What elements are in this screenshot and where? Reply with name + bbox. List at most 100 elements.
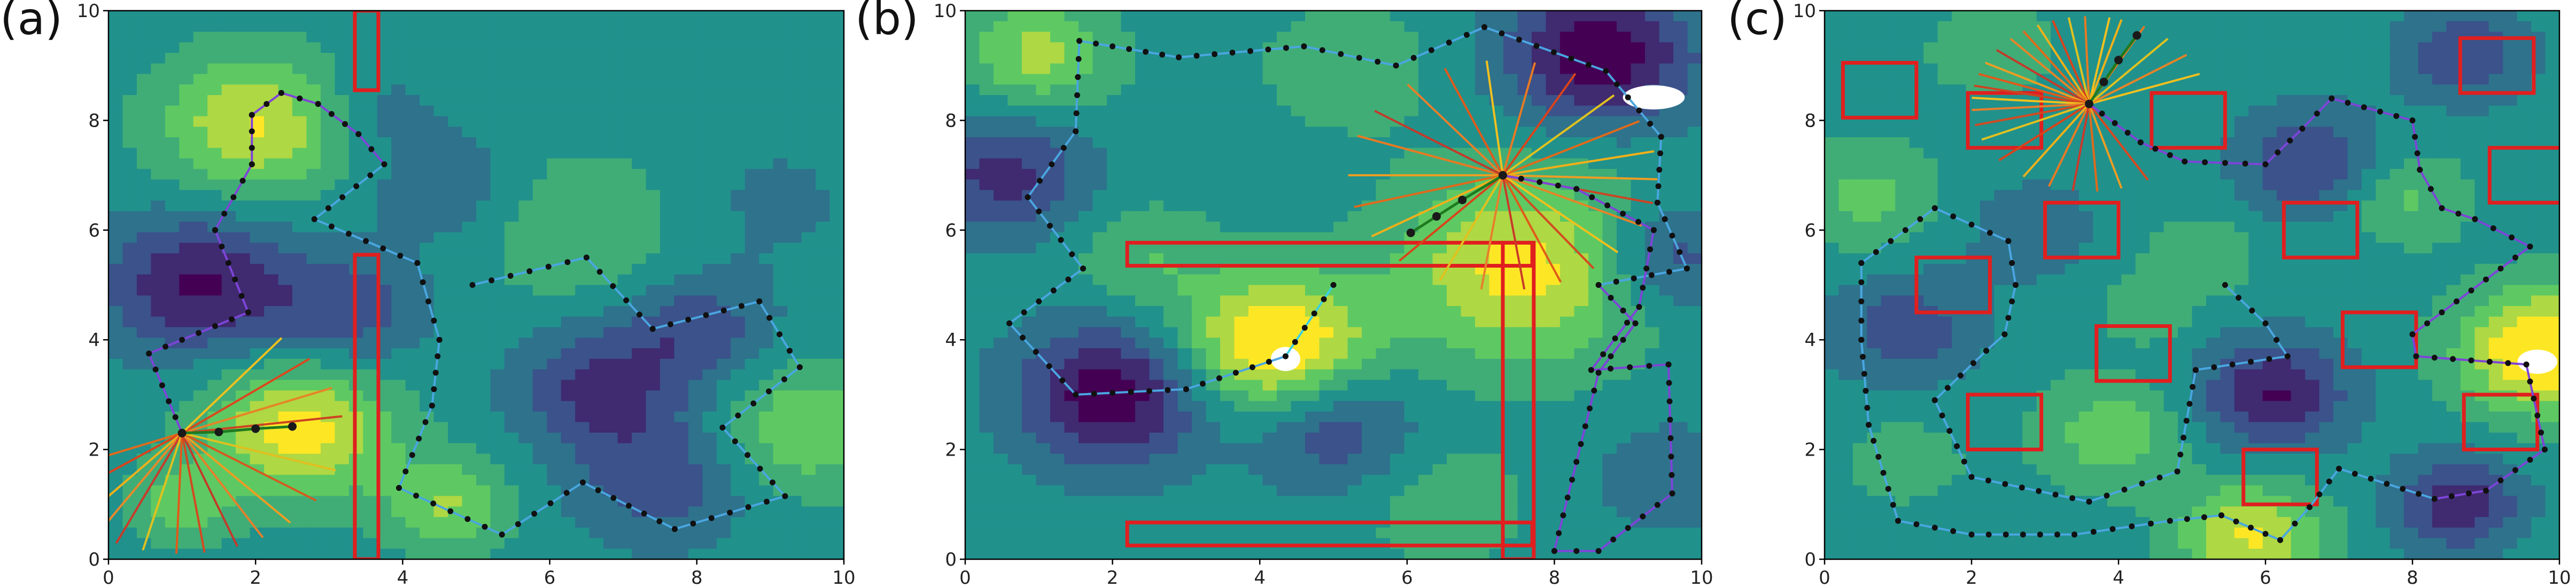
- path-marker-c: [2472, 216, 2478, 222]
- path-marker-a: [339, 194, 346, 200]
- path-marker-a: [225, 260, 231, 266]
- sensor-ray-c-6: [2022, 30, 2090, 105]
- path-marker-a: [381, 161, 387, 168]
- path-marker-b: [1669, 490, 1675, 497]
- path-marker-b: [1635, 218, 1641, 225]
- sensor-ray-b-9: [1502, 175, 1562, 283]
- path-marker-b: [1093, 41, 1099, 47]
- path-marker-c: [2336, 466, 2342, 472]
- path-marker-b: [1047, 223, 1053, 229]
- path-marker-c: [2190, 383, 2196, 390]
- x-tick-label-b: 6: [1401, 567, 1413, 587]
- path-marker-c: [2454, 298, 2459, 304]
- x-tick-label-b: 10: [1690, 567, 1713, 587]
- path-marker-b: [1647, 246, 1653, 253]
- path-marker-a: [564, 259, 571, 265]
- path-marker-a: [230, 194, 237, 200]
- path-marker-a: [595, 487, 601, 494]
- sensor-ray-c-3: [2067, 17, 2090, 105]
- path-marker-a: [430, 500, 437, 507]
- y-tick-label-a: 8: [88, 110, 100, 131]
- path-marker-c: [2284, 353, 2291, 359]
- trajectory-point-c-3: [2114, 56, 2123, 65]
- path-marker-a: [464, 516, 471, 522]
- path-marker-b: [1311, 310, 1317, 317]
- path-marker-c: [2409, 117, 2416, 123]
- path-marker-c: [1858, 260, 1865, 266]
- path-marker-a: [766, 315, 773, 321]
- path-marker-b: [1636, 304, 1642, 310]
- path-marker-c: [2424, 320, 2430, 326]
- path-marker-c: [1917, 216, 1923, 222]
- path-marker-a: [249, 145, 255, 151]
- sensor-ray-b-16: [1502, 120, 1640, 176]
- path-marker-c: [2139, 480, 2145, 487]
- path-marker-b: [1646, 363, 1652, 369]
- path-marker-a: [436, 336, 443, 343]
- path-marker-b: [1677, 249, 1683, 255]
- path-marker-b: [1301, 43, 1307, 50]
- path-marker-c: [2236, 295, 2242, 301]
- x-tick-label-c: 8: [2407, 567, 2418, 587]
- path-marker-c: [2266, 356, 2272, 362]
- sensor-ray-c-20: [2088, 104, 2099, 192]
- path-marker-c: [2329, 95, 2335, 101]
- path-marker-a: [757, 466, 763, 472]
- path-marker-c: [2229, 361, 2236, 367]
- y-tick-label-b: 6: [945, 220, 957, 241]
- path-marker-b: [1640, 513, 1646, 520]
- obstacle-c-1: [1841, 61, 1919, 120]
- path-marker-c: [2005, 315, 2012, 321]
- path-marker-a: [583, 254, 589, 261]
- path-marker-c: [2019, 484, 2025, 491]
- sensor-ray-a-11: [181, 432, 291, 524]
- path-marker-c: [2275, 149, 2281, 155]
- sensor-ray-b-3: [1354, 174, 1503, 208]
- path-marker-a: [750, 400, 757, 406]
- path-marker-c: [2448, 493, 2455, 499]
- path-marker-c: [1950, 213, 1957, 220]
- panel-b-letter: (b): [855, 0, 919, 45]
- sensor-ray-c-23: [2089, 73, 2200, 105]
- path-marker-c: [2400, 486, 2406, 492]
- path-marker-c: [2307, 504, 2313, 510]
- path-marker-b: [1282, 353, 1289, 359]
- path-marker-b: [1143, 49, 1149, 55]
- y-tick-label-a: 2: [88, 440, 100, 461]
- path-marker-c: [2177, 451, 2184, 458]
- sensor-ray-c-17: [2022, 103, 2090, 178]
- plot-area-c: [1825, 11, 2559, 559]
- sensor-ray-b-18: [1502, 73, 1577, 176]
- path-marker-b: [1662, 216, 1668, 222]
- path-marker-b: [1587, 405, 1593, 412]
- x-tick-label-c: 4: [2113, 567, 2124, 587]
- sensor-ray-c-16: [1998, 103, 2090, 161]
- path-marker-b: [1537, 179, 1543, 185]
- path-marker-a: [315, 101, 321, 107]
- path-marker-a: [623, 297, 630, 303]
- path-marker-a: [159, 382, 165, 388]
- path-marker-b: [1036, 298, 1042, 304]
- path-marker-b: [1199, 380, 1206, 387]
- path-marker-b: [1573, 459, 1580, 465]
- path-marker-a: [325, 205, 331, 212]
- path-marker-c: [2054, 531, 2060, 538]
- x-tick-label-b: 8: [1549, 567, 1561, 587]
- path-marker-b: [1631, 275, 1637, 281]
- obstacle-c-12: [2462, 393, 2540, 452]
- path-marker-b: [1518, 176, 1524, 182]
- path-marker-b: [1165, 387, 1171, 393]
- path-marker-a: [414, 260, 421, 266]
- path-marker-b: [1033, 349, 1039, 355]
- path-marker-b: [1046, 363, 1052, 369]
- x-tick-label-a: 8: [691, 567, 703, 587]
- panel-b: (b) 0 2 4 6 8 10 0 2 4 6 8 10: [855, 0, 1713, 587]
- path-marker-b: [1025, 194, 1031, 200]
- path-marker-a: [368, 146, 375, 152]
- path-marker-a: [328, 223, 335, 230]
- path-marker-a: [146, 350, 152, 357]
- path-marker-b: [1321, 296, 1327, 302]
- obstacle-c-10: [2094, 324, 2172, 383]
- path-marker-c: [2538, 429, 2544, 436]
